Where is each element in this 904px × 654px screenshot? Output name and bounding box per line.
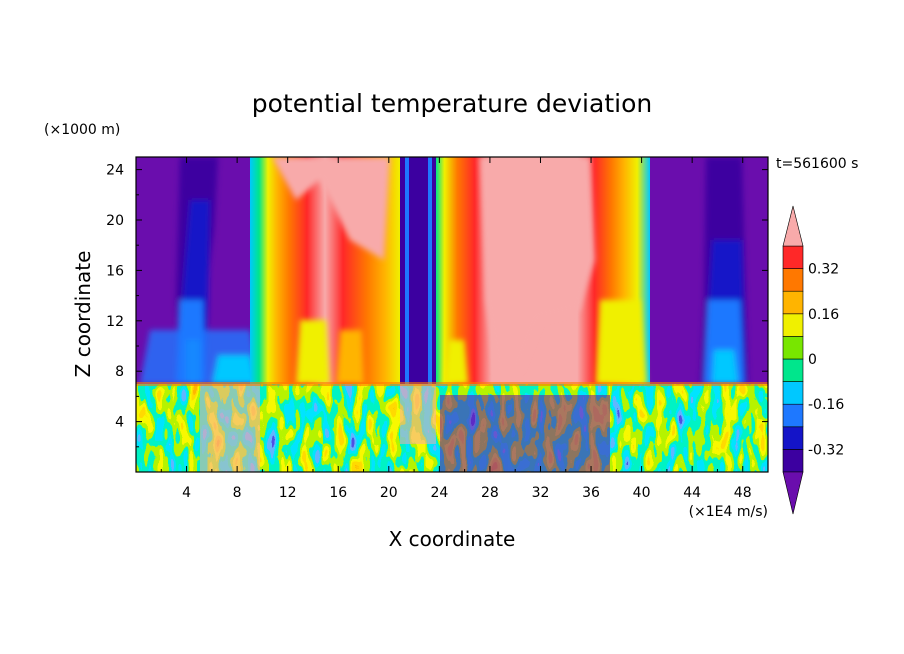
x-tick-label: 16 (329, 485, 347, 501)
x-tick-label: 20 (380, 485, 398, 501)
colorbar-label: -0.32 (808, 442, 844, 458)
x-tick-label: 4 (182, 485, 191, 501)
x-tick-label: 48 (734, 485, 752, 501)
colorbar-label: 0 (808, 352, 817, 368)
colorbar-low-triangle (782, 471, 804, 515)
contour-field (136, 157, 768, 472)
y-unit-label: (×1000 m) (44, 122, 120, 138)
colorbar-band (782, 336, 804, 360)
x-unit-label: (×1E4 m/s) (689, 504, 768, 520)
x-tick-label: 8 (233, 485, 242, 501)
y-tick-label: 4 (115, 415, 124, 431)
colorbar-band (782, 313, 804, 337)
x-tick-label: 24 (430, 485, 448, 501)
y-tick-label: 24 (106, 163, 124, 179)
x-tick-label: 28 (481, 485, 499, 501)
colorbar-band (782, 381, 804, 405)
time-label: t=561600 s (776, 156, 858, 172)
colorbar-label: -0.16 (808, 397, 844, 413)
chart-title: potential temperature deviation (252, 89, 652, 118)
x-tick-label: 12 (279, 485, 297, 501)
colorbar-band (782, 290, 804, 315)
y-axis-label: Z coordinate (71, 251, 95, 378)
plot-frame (135, 156, 769, 473)
colorbar-band (782, 358, 804, 382)
colorbar-band (782, 268, 804, 292)
x-tick-label: 32 (532, 485, 550, 501)
x-tick-label: 40 (633, 485, 651, 501)
x-tick-label: 44 (683, 485, 701, 501)
x-axis-label: X coordinate (389, 527, 516, 551)
colorbar-high-triangle (782, 205, 804, 247)
colorbar-band (782, 449, 804, 473)
x-axis-ticks: 4 8 12 16 20 24 28 32 36 40 44 48 (160, 157, 752, 501)
colorbar-band (782, 426, 804, 450)
y-tick-label: 8 (115, 364, 124, 380)
x-tick-label: 36 (582, 485, 600, 501)
colorbar-label: 0.16 (808, 307, 839, 323)
y-tick-label: 16 (106, 263, 124, 279)
y-tick-label: 20 (106, 213, 124, 229)
y-axis-ticks: 4 8 12 16 20 24 (106, 163, 768, 448)
colorbar-label: 0.32 (808, 262, 839, 278)
y-tick-label: 12 (106, 314, 124, 330)
colorbar: -0.32 -0.16 0 0.16 0.32 (782, 205, 844, 515)
colorbar-band (782, 245, 804, 269)
colorbar-band (782, 403, 804, 428)
